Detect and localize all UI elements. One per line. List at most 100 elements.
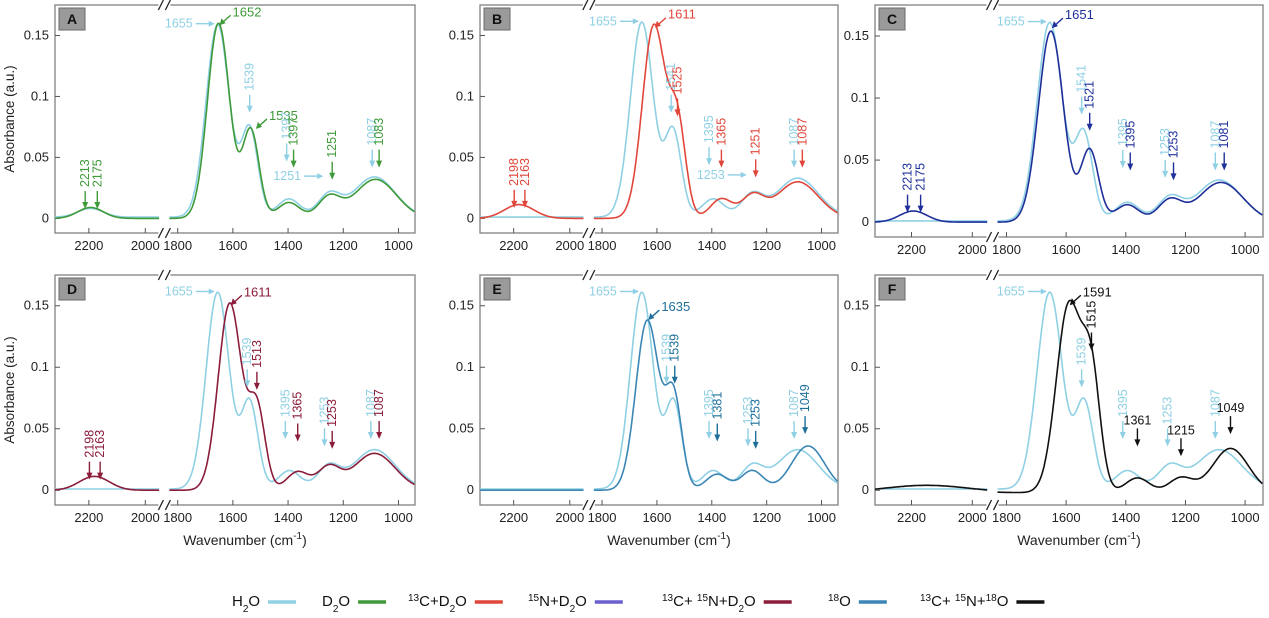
axis-break-mask — [158, 0, 171, 10]
x-tick-label: 2200 — [897, 242, 926, 257]
annotation-arrowhead — [745, 439, 752, 447]
y-axis-label: Absorbance (a.u.) — [2, 336, 17, 443]
legend-label-all: 13C+ 15N+18O — [920, 593, 1008, 611]
axis-break-mask — [582, 500, 595, 510]
x-tick-label: 2000 — [131, 238, 160, 253]
annotation-arrowhead — [791, 432, 798, 440]
annotation-label: 1397 — [287, 118, 301, 146]
x-tick-label: 1800 — [992, 242, 1021, 257]
x-tick-label: 2000 — [555, 510, 584, 525]
annotation-label: 1395 — [702, 389, 716, 417]
annotation-arrowhead — [376, 160, 383, 168]
y-tick-label: 0.05 — [449, 149, 474, 164]
x-tick-label: 2200 — [897, 510, 926, 525]
axis-break-mark — [985, 499, 993, 511]
annotation-label: 1361 — [1124, 413, 1152, 427]
annotation-label: 1525 — [670, 67, 684, 95]
plot-frame — [479, 274, 839, 506]
axis-break-mask — [986, 0, 999, 10]
y-tick-label: 0 — [862, 214, 869, 229]
annotation-label: 1515 — [1084, 301, 1098, 329]
series-line-H2O — [997, 21, 1263, 222]
annotation-label: 1655 — [997, 15, 1025, 29]
panel-badge — [483, 277, 511, 301]
y-tick-label: 0.05 — [24, 149, 49, 164]
annotation-label: 2213 — [901, 163, 915, 191]
y-tick-label: 0 — [467, 210, 474, 225]
annotation-arrowhead — [329, 441, 336, 449]
annotation-arrowhead — [230, 298, 237, 306]
y-tick-label: 0 — [862, 482, 869, 497]
annotation-label: 1253 — [1161, 397, 1175, 425]
annotation-arrowhead — [376, 432, 383, 440]
annotation-label: 2163 — [518, 158, 532, 186]
x-tick-label: 2000 — [555, 238, 584, 253]
annotation-label: 1365 — [714, 118, 728, 146]
panel-F: F 0 0.05 0.1 0.15 2200 2000 1800 1600 1400 1200 100… — [844, 269, 1264, 548]
axis-break-mark — [992, 499, 1000, 511]
annotation-label: 1655 — [165, 284, 193, 298]
annotation-label: 1253 — [317, 397, 331, 425]
annotation-arrowhead — [329, 172, 336, 180]
legend-label-c13: 13C+D2O — [408, 593, 467, 615]
panel-D: D 0 0.05 0.1 0.15 2200 2000 1800 1600 1400 1200 100… — [2, 269, 416, 548]
axis-break-mask — [986, 270, 999, 280]
x-tick-label: 1600 — [1052, 510, 1081, 525]
annotation-label: 1539 — [660, 334, 674, 362]
axis-break-mark — [992, 269, 1000, 281]
plot-frame — [874, 274, 1264, 506]
annotation-label: 1251 — [325, 130, 339, 158]
axis-break-mark — [582, 499, 589, 511]
y-tick-label: 0.05 — [24, 421, 49, 436]
annotation-arrowhead — [668, 105, 675, 113]
annotation-arrowhead — [294, 434, 301, 442]
annotation-label: 1652 — [233, 4, 262, 19]
panel-badge — [483, 7, 511, 31]
annotation-arrowhead — [82, 202, 89, 210]
x-tick-label: 1800 — [992, 510, 1021, 525]
annotation-arrowhead — [208, 20, 215, 27]
axis-break-mark — [157, 0, 164, 11]
series-line-13C+15N+D2O — [54, 475, 160, 491]
y-tick-label: 0.15 — [24, 298, 49, 313]
x-tick-label: 1200 — [1171, 510, 1200, 525]
y-tick-label: 0.15 — [449, 27, 474, 42]
annotation-label: 1253 — [1167, 131, 1181, 159]
x-tick-label: 2200 — [499, 238, 528, 253]
annotation-label: 1253 — [1158, 128, 1172, 156]
plot-frame — [54, 274, 416, 506]
x-tick-label: 1400 — [274, 510, 303, 525]
annotation-label: 1397 — [280, 112, 294, 140]
legend-label-n15: 15N+D2O — [528, 593, 587, 615]
x-tick-label: 1400 — [1111, 510, 1140, 525]
annotation-label: 1253 — [741, 397, 755, 425]
axis-break-mark — [992, 0, 1000, 11]
annotation-arrowhead — [1164, 439, 1171, 447]
y-tick-label: 0 — [42, 482, 49, 497]
x-axis-label: Wavenumber (cm-1) — [1017, 531, 1141, 548]
annotation-label: 1087 — [787, 389, 801, 417]
y-tick-label: 0.1 — [851, 90, 869, 105]
axis-break-mask — [986, 232, 999, 242]
x-tick-label: 1200 — [1171, 242, 1200, 257]
annotation-arrowhead — [1134, 439, 1141, 447]
x-tick-label: 2200 — [74, 510, 103, 525]
annotation-label: 1541 — [664, 63, 678, 91]
annotation-arrowhead — [1078, 107, 1085, 115]
annotation-label: 1395 — [1116, 118, 1130, 146]
annotation-label: 1251 — [273, 169, 301, 183]
y-tick-label: 0.05 — [844, 421, 869, 436]
annotation-arrowhead — [1212, 432, 1219, 440]
annotation-arrowhead — [1086, 123, 1093, 131]
annotation-arrowhead — [244, 380, 251, 388]
annotation-arrowhead — [799, 160, 806, 168]
axis-break-mask — [158, 228, 171, 238]
y-tick-label: 0.15 — [844, 298, 869, 313]
annotation-arrowhead — [511, 200, 518, 208]
annotation-arrowhead — [86, 472, 93, 480]
panel-letter: D — [67, 281, 77, 297]
annotation-arrowhead — [521, 200, 528, 208]
x-axis-label: Wavenumber (cm-1) — [183, 531, 307, 548]
y-tick-label: 0.1 — [31, 359, 49, 374]
